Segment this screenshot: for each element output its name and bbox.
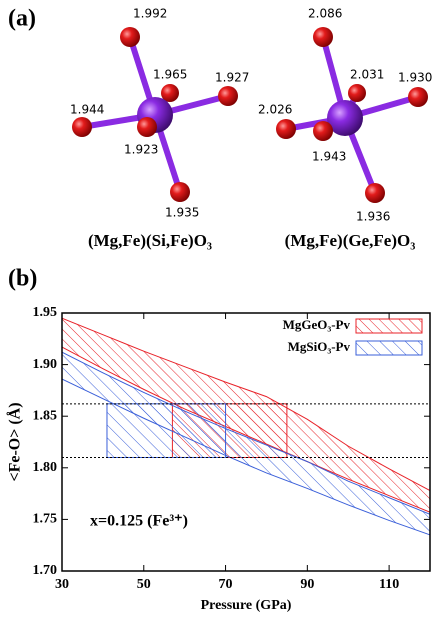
legend-swatch (355, 318, 423, 334)
bond-label: 1.992 (133, 7, 167, 21)
y-tick-label: 1.70 (33, 563, 58, 578)
y-tick-label: 1.95 (33, 305, 58, 320)
bond-label: 1.935 (165, 206, 199, 220)
panel-label: (b) (8, 266, 37, 292)
atoms (276, 27, 428, 203)
annotation: x=0.125 (Fe³⁺) (90, 513, 188, 530)
legend-label: MgGeO₃-Pv (283, 317, 351, 332)
box (106, 403, 227, 458)
y-tick-label: 1.75 (33, 512, 58, 527)
x-tick-label: 50 (137, 577, 151, 592)
structure-name: (Mg,Fe)(Si,Fe)O₃ (88, 231, 212, 250)
bond-labels: 1.992 1.965 1.927 1.944 1.923 1.935 2.08… (70, 7, 432, 224)
legend-swatch (355, 340, 423, 356)
bond-label: 1.936 (356, 210, 390, 224)
bond-label: 1.927 (215, 71, 249, 85)
bond-label: 1.930 (398, 71, 432, 85)
x-tick-label: 70 (219, 577, 233, 592)
y-tick-label: 1.85 (33, 408, 58, 423)
structure-name: (Mg,Fe)(Ge,Fe)O₃ (285, 231, 416, 250)
bond-label: 2.026 (258, 103, 292, 117)
y-tick-label: 1.90 (33, 357, 58, 372)
bond-label: 1.943 (312, 150, 346, 164)
x-tick-label: 110 (379, 577, 399, 592)
plot (62, 317, 430, 536)
x-tick-label: 30 (55, 577, 69, 592)
legend-label: MgSiO₃-Pv (288, 339, 351, 354)
bond-label: 1.923 (124, 143, 158, 157)
plot-frame (61, 312, 431, 572)
bond-label: 1.965 (153, 68, 187, 82)
x-tick-label: 90 (300, 577, 314, 592)
x-axis-label: Pressure (GPa) (201, 598, 292, 613)
y-axis-label: <Fe-O> (Å) (6, 402, 24, 481)
bond-label: 2.031 (350, 68, 384, 82)
panel-label: (a) (8, 6, 36, 32)
bond-label: 2.086 (308, 7, 342, 21)
y-tick-label: 1.80 (33, 460, 58, 475)
atoms (72, 27, 238, 202)
bond-label: 1.944 (70, 103, 104, 117)
